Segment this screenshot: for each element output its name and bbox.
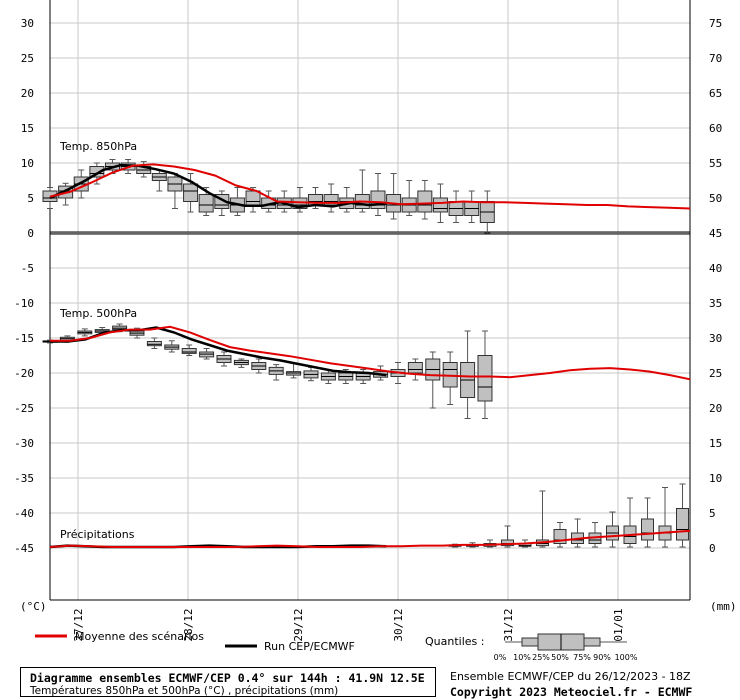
x-tick-label: 01/01 <box>612 608 625 641</box>
panel-label: Temp. 850hPa <box>59 140 137 153</box>
panel-label: Précipitations <box>60 528 135 541</box>
right-tick-label: 70 <box>709 52 722 65</box>
box-body <box>676 508 689 541</box>
right-tick-label: 40 <box>709 262 722 275</box>
x-tick-label: 30/12 <box>392 608 405 641</box>
x-tick-label: 29/12 <box>292 608 305 641</box>
left-axis-unit: (°C) <box>20 600 47 613</box>
right-tick-label: 25 <box>709 367 722 380</box>
left-tick-label: 5 <box>27 192 34 205</box>
chart-subtitle: Températures 850hPa et 500hPa (°C) , pré… <box>30 685 339 697</box>
box-body <box>146 341 162 347</box>
legend-quantiles-label: Quantiles : <box>425 635 484 648</box>
right-tick-label: 35 <box>709 297 722 310</box>
left-tick-label: 15 <box>21 122 34 135</box>
ensemble-mean-line <box>49 529 691 548</box>
right-tick-label: 75 <box>709 17 722 30</box>
box-body <box>417 190 433 213</box>
box-body <box>198 194 214 213</box>
left-tick-label: -45 <box>14 542 34 555</box>
legend-quantile-mark: 10% <box>513 653 531 662</box>
left-tick-label: -35 <box>14 472 34 485</box>
copyright: Copyright 2023 Meteociel.fr - ECMWF <box>450 685 693 699</box>
ensemble-mean-line <box>50 325 691 381</box>
left-tick-label: 10 <box>21 157 34 170</box>
legend-mean-label: Moyenne des scénarios <box>75 630 204 643</box>
box-body <box>183 183 199 202</box>
left-tick-label: -15 <box>14 332 34 345</box>
box-body <box>89 166 105 178</box>
x-tick-label: 28/12 <box>182 608 195 641</box>
box-body <box>245 190 261 206</box>
box-body <box>641 518 654 541</box>
right-tick-label: 20 <box>709 402 722 415</box>
box-body <box>477 355 493 402</box>
ensemble-mean-line <box>49 163 691 210</box>
right-tick-label: 30 <box>709 332 722 345</box>
panel-label: Temp. 500hPa <box>59 307 137 320</box>
right-tick-label: 10 <box>709 472 722 485</box>
left-tick-label: 25 <box>21 52 34 65</box>
right-tick-label: 5 <box>709 507 716 520</box>
legend-quantile-upper <box>583 637 601 647</box>
control-run-line <box>49 163 387 209</box>
right-tick-label: 55 <box>709 157 722 170</box>
legend-quantile-mark: 90% <box>593 653 611 662</box>
left-tick-label: 30 <box>21 17 34 30</box>
left-tick-label: -40 <box>14 507 34 520</box>
right-tick-label: 65 <box>709 87 722 100</box>
x-tick-label: 31/12 <box>502 608 515 641</box>
left-tick-label: -10 <box>14 297 34 310</box>
left-tick-label: 0 <box>27 227 34 240</box>
left-tick-label: -20 <box>14 367 34 380</box>
box-body <box>407 362 423 374</box>
right-tick-label: 15 <box>709 437 722 450</box>
right-tick-label: 60 <box>709 122 722 135</box>
legend-quantile-mark: 25% <box>532 653 550 662</box>
plot-area <box>50 0 690 600</box>
legend-control-label: Run CEP/ECMWF <box>264 640 355 653</box>
legend-quantile-mark: 50% <box>551 653 569 662</box>
box-body <box>432 197 448 213</box>
chart-caption-box: Diagramme ensembles ECMWF/CEP 0.4° sur 1… <box>20 667 436 697</box>
legend-quantile-mark: 0% <box>494 653 507 662</box>
run-info: Ensemble ECMWF/CEP du 26/12/2023 - 18Z <box>450 670 691 683</box>
right-tick-label: 45 <box>709 227 722 240</box>
x-tick-label: 27/12 <box>72 608 85 641</box>
legend-quantile-lower <box>521 637 539 647</box>
right-tick-label: 50 <box>709 192 722 205</box>
box-body <box>181 348 197 354</box>
left-tick-label: -5 <box>21 262 34 275</box>
right-axis-unit: (mm) <box>710 600 737 613</box>
box-body <box>501 539 514 547</box>
left-tick-label: 20 <box>21 87 34 100</box>
right-tick-label: 0 <box>709 542 716 555</box>
legend-quantile-mark: 75% <box>573 653 591 662</box>
left-tick-label: -25 <box>14 402 34 415</box>
left-tick-label: -30 <box>14 437 34 450</box>
chart-title: Diagramme ensembles ECMWF/CEP 0.4° sur 1… <box>30 671 425 685</box>
legend-quantile-mark: 100% <box>615 653 638 662</box>
